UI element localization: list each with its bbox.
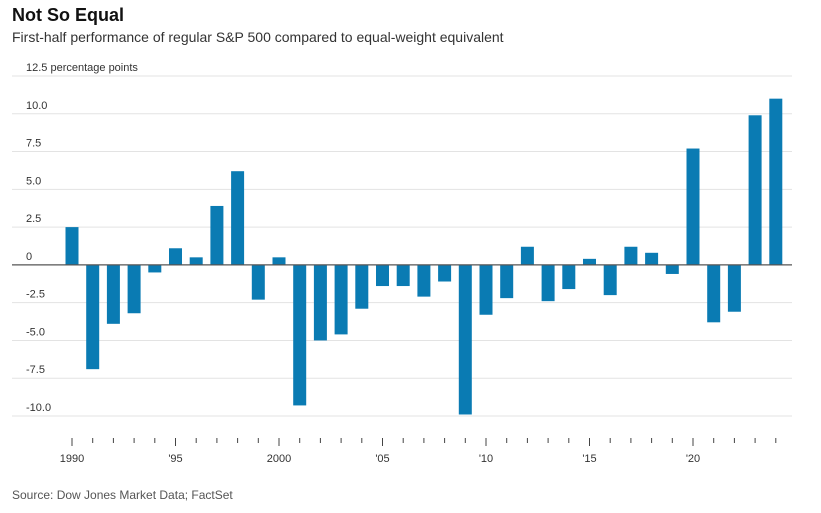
- bar-2022: [727, 264, 741, 312]
- y-tick-label: -10.0: [26, 402, 51, 414]
- bar-2018: [645, 252, 659, 265]
- bar-2005: [376, 264, 389, 287]
- bar-1997: [210, 205, 224, 265]
- bar-2007: [417, 264, 431, 297]
- bar-2014: [562, 264, 576, 290]
- bar-1990: [65, 227, 79, 265]
- bar-2002: [313, 264, 327, 341]
- bar-1995: [169, 248, 182, 265]
- y-tick-label: 12.5 percentage points: [26, 62, 138, 74]
- bar-2006: [396, 264, 410, 287]
- bar-2021: [707, 264, 721, 323]
- bar-1999: [251, 264, 265, 300]
- x-tick-label: '15: [582, 453, 596, 465]
- bar-2003: [334, 264, 348, 335]
- bar-2011: [500, 264, 514, 299]
- bar-2017: [624, 246, 638, 265]
- y-tick-label: -2.5: [26, 289, 45, 301]
- bar-2008: [438, 264, 452, 282]
- bar-2012: [520, 246, 534, 265]
- source-note: Source: Dow Jones Market Data; FactSet: [12, 488, 233, 502]
- bar-2001: [293, 264, 307, 406]
- bar-2010: [479, 264, 493, 315]
- x-axis: 1990 '95 2000 '05 '10 '15 '20: [60, 438, 777, 465]
- bar-1993: [127, 264, 141, 314]
- bar-2023: [748, 115, 762, 265]
- bar-2004: [355, 264, 369, 309]
- y-tick-labels: 12.5 percentage points 10.0 7.5 5.0 2.5 0 -2.5…: [26, 62, 138, 414]
- bar-1992: [106, 264, 120, 324]
- chart-subtitle: First-half performance of regular S&P 50…: [12, 29, 504, 45]
- bars: [65, 98, 783, 415]
- x-tick-label: '05: [375, 453, 389, 465]
- bar-1996: [189, 257, 203, 265]
- x-tick-label: 2000: [267, 453, 291, 465]
- y-tick-label: 0: [26, 251, 32, 263]
- bar-2016: [603, 264, 617, 296]
- bar-2009: [458, 264, 472, 415]
- y-tick-label: 5.0: [26, 175, 41, 187]
- bar-2024: [769, 98, 783, 265]
- y-tick-label: 2.5: [26, 213, 41, 225]
- bar-2000: [272, 257, 286, 265]
- bar-1991: [86, 264, 100, 370]
- bar-2015: [583, 258, 596, 265]
- bar-1998: [231, 171, 245, 265]
- x-tick-label: 1990: [60, 453, 84, 465]
- bar-1994: [148, 264, 162, 273]
- y-tick-label: -7.5: [26, 364, 45, 376]
- bar-2019: [665, 264, 679, 274]
- gridlines: [12, 75, 792, 417]
- y-tick-label: 7.5: [26, 138, 41, 150]
- x-tick-label: '10: [479, 453, 493, 465]
- bar-2013: [541, 264, 555, 302]
- x-tick-label: '20: [686, 453, 700, 465]
- y-tick-label: 10.0: [26, 100, 47, 112]
- y-tick-label: -5.0: [26, 326, 45, 338]
- bar-2020: [686, 148, 700, 265]
- chart-title: Not So Equal: [12, 5, 124, 25]
- x-tick-label: '95: [168, 453, 182, 465]
